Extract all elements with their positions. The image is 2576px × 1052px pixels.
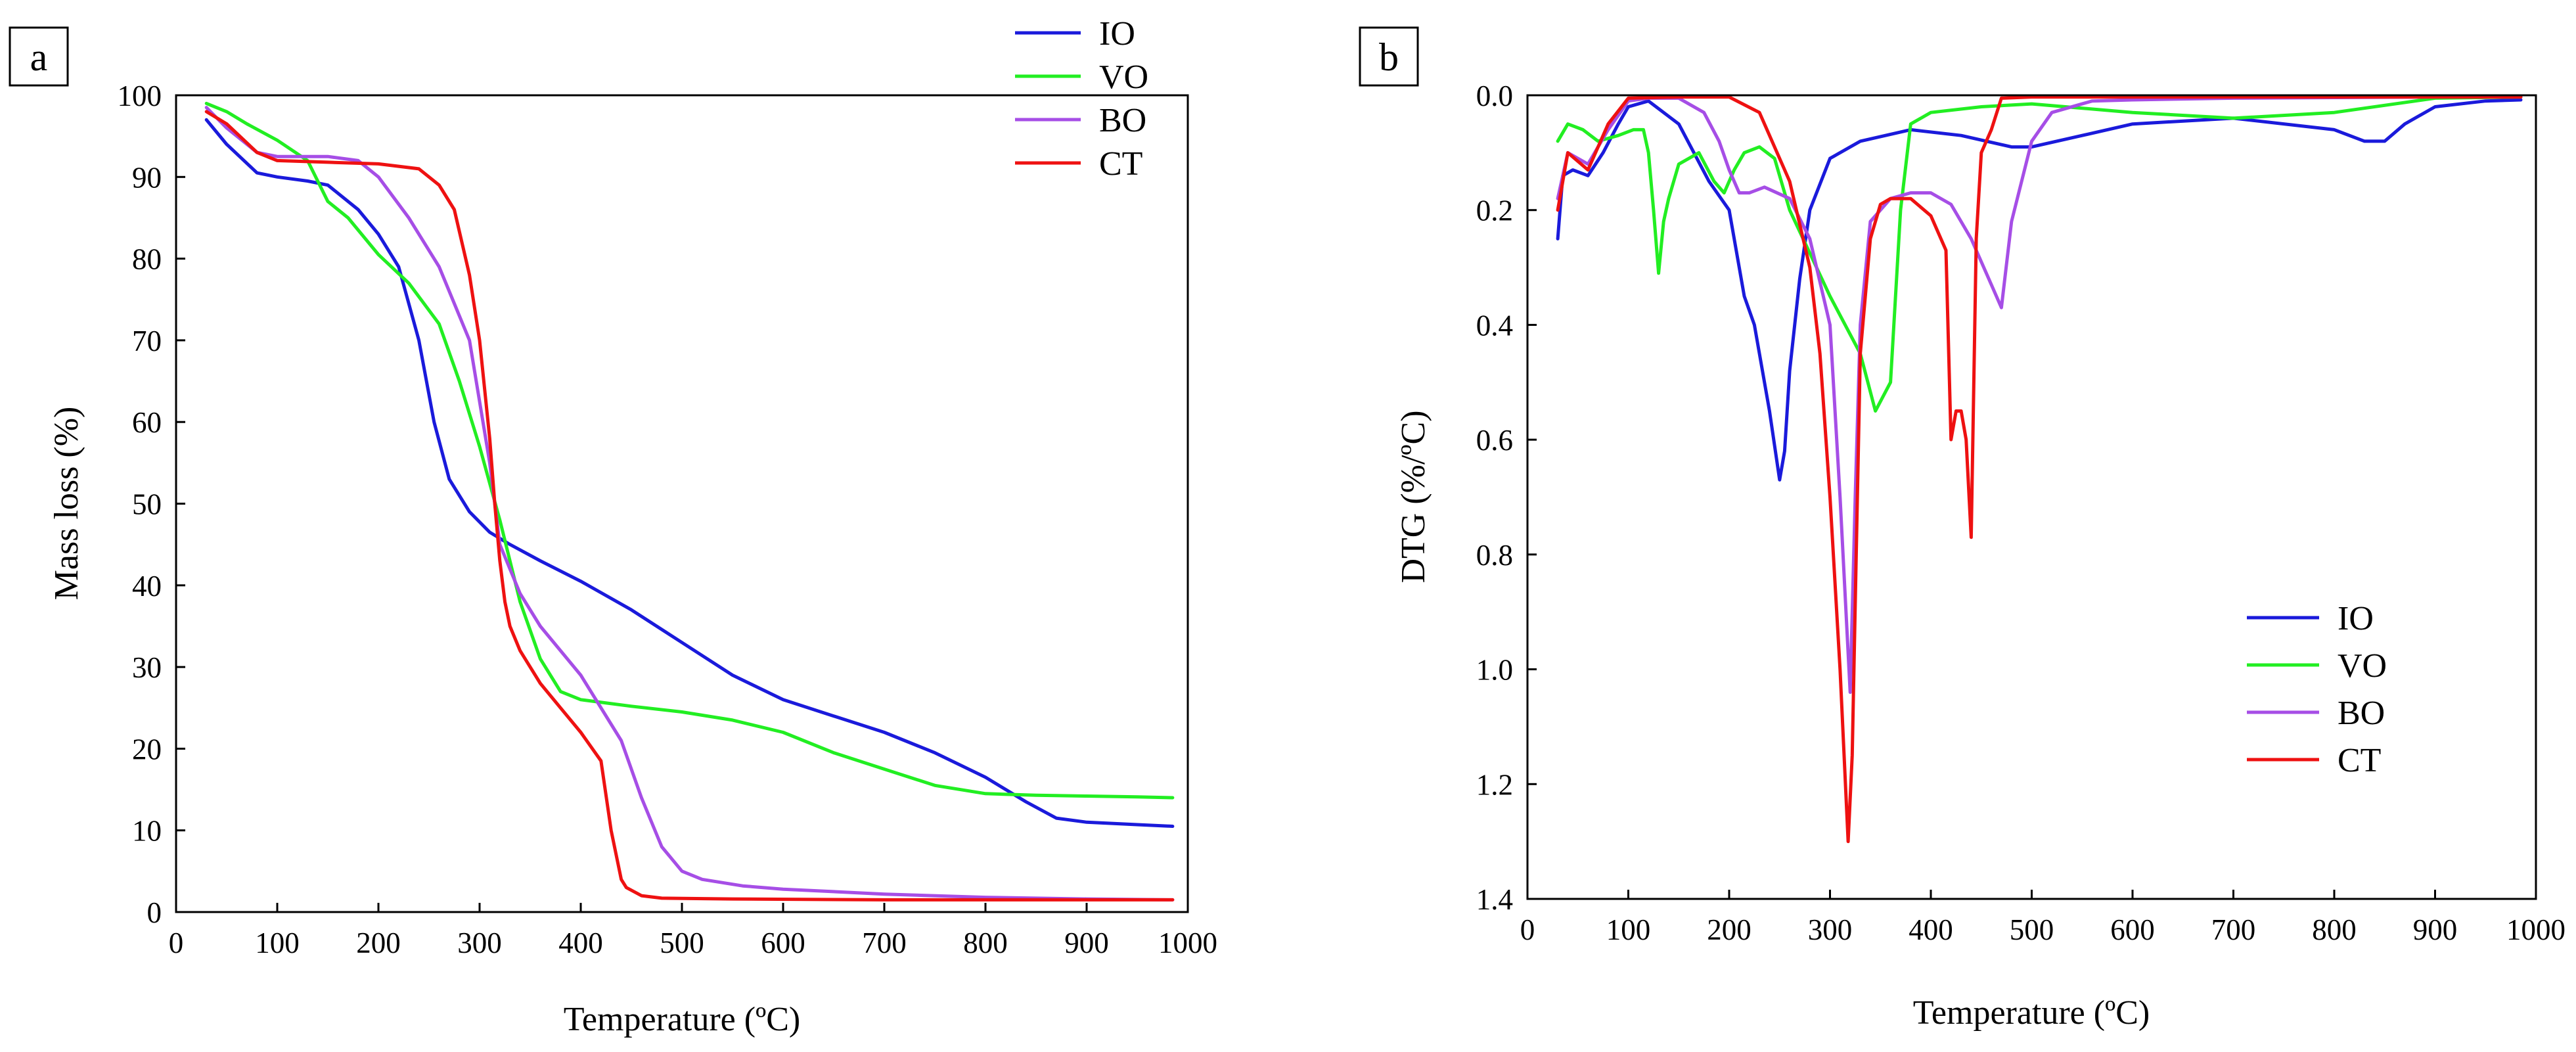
panel-b-xtick-label: 100 xyxy=(1606,913,1651,946)
panel-b-xtick-label: 1000 xyxy=(2506,913,2565,946)
panel-a-ytick-label: 100 xyxy=(118,80,162,112)
panel-b-ytick-label: 0.2 xyxy=(1476,194,1513,227)
panel-a-series-vo xyxy=(204,101,1175,800)
panel-b-legend-label-ct: CT xyxy=(2338,742,2381,779)
panel-a-legend-label-bo: BO xyxy=(1099,102,1146,139)
panel-a-ytick-label: 0 xyxy=(147,896,162,929)
panel-b-xtick-label: 400 xyxy=(1909,913,1953,946)
panel-a-series-ct xyxy=(204,110,1175,902)
panel-a-xtick-label: 0 xyxy=(169,926,184,959)
panel-a-xtick-label: 500 xyxy=(660,926,704,959)
panel-b-legend-label-vo: VO xyxy=(2338,647,2387,685)
panel-b-ytick-label: 0.6 xyxy=(1476,424,1513,457)
panel-b-xtick-label: 600 xyxy=(2110,913,2155,946)
panel-a-xtick-label: 600 xyxy=(761,926,805,959)
panel-a-series-bo xyxy=(204,106,1175,902)
panel-b-xtick-label: 500 xyxy=(2010,913,2054,946)
panel-b-label-box xyxy=(1359,26,1419,87)
panel-a-ytick-label: 50 xyxy=(132,488,162,521)
panel-a-ytick-label: 20 xyxy=(132,733,162,766)
panel-b-series-ct xyxy=(1556,95,2523,844)
panel-a-xtick-label: 300 xyxy=(457,926,502,959)
panel-b-legend-label-io: IO xyxy=(2338,600,2374,637)
panel-b-ytick-label: 0.8 xyxy=(1476,539,1513,572)
panel-b-ytick-label: 0.4 xyxy=(1476,309,1513,342)
panel-a-ytick-label: 10 xyxy=(132,815,162,848)
panel-a-ytick-label: 40 xyxy=(132,570,162,603)
panel-b-xtick-label: 900 xyxy=(2413,913,2458,946)
panel-a-legend: IO VO BO CT xyxy=(1015,15,1148,183)
panel-b-xlabel: Temperature (ºC) xyxy=(1913,994,2150,1032)
panel-a-legend-label-vo: VO xyxy=(1099,58,1148,96)
panel-b-series-io xyxy=(1556,98,2523,482)
panel-b-legend-label-bo: BO xyxy=(2338,695,2385,732)
panel-b-xtick-label: 700 xyxy=(2211,913,2256,946)
panel-a-legend-label-io: IO xyxy=(1099,15,1135,53)
panel-a-plot-frame xyxy=(175,94,1189,913)
panel-a-label: a xyxy=(30,35,48,79)
panel-a-series-io xyxy=(204,118,1175,828)
panel-b-ylabel: DTG (%/ºC) xyxy=(1395,410,1432,583)
panel-b-series-bo xyxy=(1556,95,2523,694)
panel-b-legend: IO VO BO CT xyxy=(2247,600,2387,779)
panel-b-ytick-label: 1.4 xyxy=(1476,883,1513,916)
panel-b-xtick-label: 200 xyxy=(1707,913,1751,946)
panel-a-xtick-label: 100 xyxy=(255,926,300,959)
panel-a-ytick-label: 90 xyxy=(132,161,162,194)
panel-b: b 0 100 200 300 400 500 600 700 800 900 1000 0.0 0.2… xyxy=(1359,26,2565,1032)
panel-a-ytick-label: 30 xyxy=(132,651,162,684)
panel-b-ytick-label: 1.0 xyxy=(1476,654,1513,687)
panel-a-ylabel: Mass loss (%) xyxy=(48,407,85,601)
panel-a-xtick-label: 1000 xyxy=(1158,926,1217,959)
panel-a-ytick-label: 80 xyxy=(132,243,162,276)
panel-b-ytick-label: 0.0 xyxy=(1476,80,1513,112)
panel-a: a 0 100 200 300 400 500 600 700 800 900 1000 0 10 20 3… xyxy=(9,15,1217,1038)
panel-a-xtick-label: 900 xyxy=(1064,926,1109,959)
panel-a-xlabel: Temperature (ºC) xyxy=(564,1001,800,1038)
panel-b-series xyxy=(1556,95,2523,844)
panel-a-ytick-label: 70 xyxy=(132,325,162,357)
panel-b-xtick-label: 0 xyxy=(1520,913,1535,946)
panel-b-plot-frame xyxy=(1526,94,2537,900)
panel-b-xtick-label: 800 xyxy=(2312,913,2357,946)
panel-a-legend-label-ct: CT xyxy=(1099,145,1142,183)
panel-a-series xyxy=(204,101,1175,902)
panel-a-label-box xyxy=(9,26,69,87)
panel-b-xtick-label: 300 xyxy=(1808,913,1853,946)
panel-a-xtick-label: 400 xyxy=(558,926,603,959)
panel-b-ytick-label: 1.2 xyxy=(1476,768,1513,801)
panel-a-xtick-label: 700 xyxy=(862,926,907,959)
panel-b-label: b xyxy=(1379,35,1399,79)
panel-a-ytick-label: 60 xyxy=(132,406,162,439)
panel-a-xtick-label: 200 xyxy=(356,926,401,959)
panel-a-xtick-label: 800 xyxy=(963,926,1008,959)
